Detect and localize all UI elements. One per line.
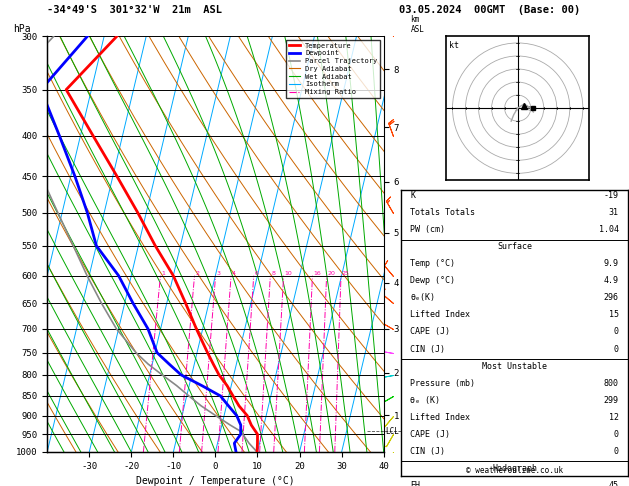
Text: 03.05.2024  00GMT  (Base: 00): 03.05.2024 00GMT (Base: 00) [399, 4, 581, 15]
Text: 4.9: 4.9 [604, 276, 619, 285]
Text: K: K [410, 191, 415, 200]
Text: 8: 8 [271, 271, 275, 276]
Text: 0: 0 [614, 430, 619, 439]
Text: 1.04: 1.04 [599, 225, 619, 234]
Text: 6: 6 [255, 271, 259, 276]
Text: 15: 15 [609, 311, 619, 319]
Text: Pressure (mb): Pressure (mb) [410, 379, 476, 388]
Text: 2: 2 [196, 271, 199, 276]
Text: Lifted Index: Lifted Index [410, 413, 470, 422]
Y-axis label: Mixing Ratio (g/kg): Mixing Ratio (g/kg) [404, 193, 413, 295]
Text: 3: 3 [216, 271, 220, 276]
Text: CAPE (J): CAPE (J) [410, 430, 450, 439]
Text: Dewp (°C): Dewp (°C) [410, 276, 455, 285]
Text: Lifted Index: Lifted Index [410, 311, 470, 319]
Text: 4: 4 [521, 103, 525, 108]
X-axis label: Dewpoint / Temperature (°C): Dewpoint / Temperature (°C) [136, 476, 295, 486]
Text: 10: 10 [284, 271, 292, 276]
Text: CIN (J): CIN (J) [410, 345, 445, 353]
Text: CAPE (J): CAPE (J) [410, 328, 450, 336]
Text: 6: 6 [528, 107, 532, 112]
Text: 16: 16 [313, 271, 321, 276]
Text: EH: EH [410, 481, 420, 486]
Text: -19: -19 [604, 191, 619, 200]
Text: 296: 296 [604, 294, 619, 302]
Text: 800: 800 [604, 379, 619, 388]
Text: θₑ (K): θₑ (K) [410, 396, 440, 405]
Legend: Temperature, Dewpoint, Parcel Trajectory, Dry Adiabat, Wet Adiabat, Isotherm, Mi: Temperature, Dewpoint, Parcel Trajectory… [286, 40, 380, 98]
Text: 299: 299 [604, 396, 619, 405]
Text: 31: 31 [609, 208, 619, 217]
Text: km
ASL: km ASL [411, 15, 425, 35]
Text: 12: 12 [609, 413, 619, 422]
Text: 4: 4 [232, 271, 236, 276]
Text: Totals Totals: Totals Totals [410, 208, 476, 217]
Text: CIN (J): CIN (J) [410, 447, 445, 456]
Text: Temp (°C): Temp (°C) [410, 259, 455, 268]
Text: 2: 2 [515, 107, 518, 112]
Text: 0: 0 [614, 328, 619, 336]
Text: -34°49'S  301°32'W  21m  ASL: -34°49'S 301°32'W 21m ASL [47, 4, 222, 15]
Text: Surface: Surface [497, 242, 532, 251]
Text: PW (cm): PW (cm) [410, 225, 445, 234]
Text: 20: 20 [328, 271, 335, 276]
Text: 1: 1 [161, 271, 165, 276]
Text: 9.9: 9.9 [604, 259, 619, 268]
Text: 25: 25 [342, 271, 350, 276]
Text: 0: 0 [614, 345, 619, 353]
Text: LCL: LCL [385, 427, 399, 436]
Text: 0: 0 [614, 447, 619, 456]
Text: kt: kt [449, 41, 459, 50]
Text: Most Unstable: Most Unstable [482, 362, 547, 371]
Text: © weatheronline.co.uk: © weatheronline.co.uk [466, 466, 563, 475]
Text: θₑ(K): θₑ(K) [410, 294, 435, 302]
Text: Hodograph: Hodograph [492, 464, 537, 473]
Text: hPa: hPa [14, 24, 31, 35]
Text: 45: 45 [609, 481, 619, 486]
